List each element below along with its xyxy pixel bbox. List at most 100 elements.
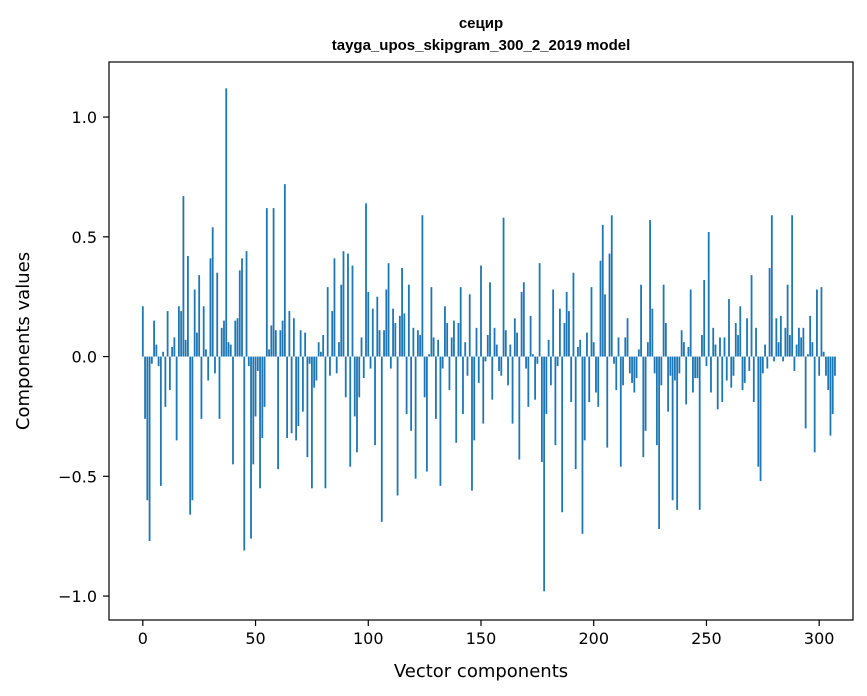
bar [398, 315, 401, 357]
bar [311, 356, 313, 489]
bar [637, 349, 640, 357]
bar [653, 356, 656, 374]
bar [725, 356, 728, 381]
bar [694, 356, 697, 379]
bar [468, 294, 471, 357]
bar [728, 299, 730, 357]
bar [520, 291, 523, 357]
bar [225, 88, 228, 357]
bar [218, 356, 221, 419]
bar [180, 311, 183, 357]
bar [545, 356, 548, 415]
bar [148, 356, 151, 541]
bar [500, 356, 503, 376]
bar [200, 356, 203, 419]
x-tick-label: 0 [138, 629, 148, 648]
bar [811, 342, 814, 357]
bar [333, 258, 336, 357]
bar [342, 251, 345, 357]
bar [205, 349, 207, 357]
bar [791, 215, 794, 357]
bar [687, 346, 690, 357]
x-tick-label: 100 [353, 629, 384, 648]
bar [685, 356, 688, 405]
bar [816, 289, 818, 357]
bar [295, 356, 298, 441]
bar [692, 356, 694, 393]
bar [565, 291, 568, 357]
bar [349, 356, 352, 467]
y-tick-label: 1.0 [72, 108, 97, 127]
bar [171, 346, 174, 357]
bar [297, 356, 300, 427]
bar [419, 335, 422, 357]
bar [335, 356, 338, 374]
bar [209, 258, 212, 357]
bar [462, 356, 464, 415]
y-tick-label: −1.0 [58, 587, 97, 606]
plot-frame [108, 61, 854, 621]
bar [250, 356, 252, 539]
bar [401, 267, 403, 357]
bar [153, 320, 155, 357]
bar [516, 332, 518, 357]
bar [265, 208, 268, 357]
bar [477, 356, 480, 383]
bar [414, 356, 417, 479]
bar [141, 306, 144, 357]
bar [750, 275, 753, 357]
bar [649, 220, 651, 357]
bar [144, 356, 146, 419]
bar [166, 311, 169, 357]
y-axis-ticks: −1.0 −0.5 0.0 0.5 1.0 [58, 108, 109, 606]
bar [608, 253, 611, 357]
bar [263, 356, 266, 407]
bar [480, 265, 482, 357]
bar [547, 339, 550, 357]
bar [707, 232, 710, 357]
bar [304, 332, 307, 357]
bar [671, 356, 674, 501]
bar [387, 263, 390, 357]
bar [635, 356, 638, 379]
y-tick-label: 0.0 [72, 348, 97, 367]
bar [423, 356, 426, 398]
bar [825, 356, 827, 376]
bar [678, 356, 681, 374]
x-tick-label: 250 [691, 629, 722, 648]
bar [773, 356, 775, 362]
bar [613, 356, 615, 364]
bar [615, 356, 618, 391]
bar [759, 356, 762, 482]
bar [610, 215, 613, 357]
bar [236, 318, 239, 357]
bar [177, 306, 180, 357]
bar [466, 356, 469, 376]
bar [232, 356, 234, 465]
bar [601, 224, 604, 357]
y-tick-label: −0.5 [58, 467, 97, 486]
bar [412, 327, 415, 357]
bar [705, 356, 708, 367]
bar [818, 356, 821, 376]
bar [405, 356, 408, 415]
bar [394, 323, 397, 357]
bar [746, 318, 748, 357]
bar [157, 356, 160, 367]
bar [572, 272, 575, 357]
bar [435, 356, 437, 419]
bar [385, 289, 388, 357]
bar [369, 356, 372, 369]
bar [306, 356, 309, 458]
bar [730, 356, 733, 388]
bar [216, 272, 219, 357]
y-axis-label: Components values [13, 252, 34, 430]
bar [362, 356, 365, 379]
bar [673, 356, 676, 381]
bar [416, 330, 419, 357]
bar [432, 337, 435, 357]
bar [504, 330, 507, 357]
bar [187, 255, 189, 357]
bar [540, 356, 543, 462]
x-tick-label: 300 [804, 629, 835, 648]
